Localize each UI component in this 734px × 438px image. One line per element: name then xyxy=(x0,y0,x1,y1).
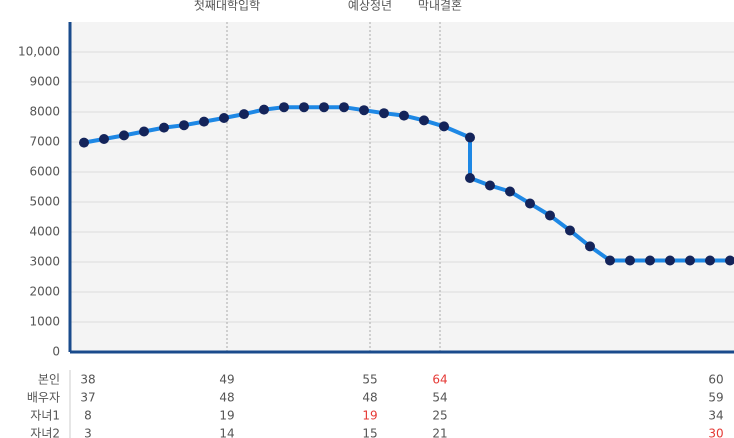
point xyxy=(119,130,129,141)
y-tick-label: 2000 xyxy=(29,285,60,299)
table-cell: 64 xyxy=(432,373,447,387)
point xyxy=(605,255,615,266)
event-label: 첫째대학입학 xyxy=(194,0,260,13)
table-cell: 34 xyxy=(708,409,723,423)
y-tick-label: 10,000 xyxy=(18,45,60,59)
point xyxy=(725,255,734,266)
point xyxy=(79,137,89,148)
table-cell: 21 xyxy=(432,427,447,438)
y-tick-label: 5000 xyxy=(29,195,60,209)
table-cell: 19 xyxy=(362,409,377,423)
point xyxy=(505,186,515,197)
point xyxy=(259,104,269,115)
point xyxy=(465,173,475,183)
point xyxy=(705,255,715,266)
point xyxy=(179,120,189,131)
point xyxy=(219,113,229,123)
point xyxy=(399,110,409,121)
y-tick-label: 9000 xyxy=(29,75,60,89)
table-cell: 59 xyxy=(708,391,723,405)
point xyxy=(525,198,535,209)
row-label: 자녀2 xyxy=(30,427,60,438)
point xyxy=(379,108,389,119)
point xyxy=(625,255,635,266)
table-cell: 48 xyxy=(219,391,234,405)
table-cell: 30 xyxy=(708,427,723,438)
table-cell: 19 xyxy=(219,409,234,423)
table-cell: 54 xyxy=(432,391,447,405)
event-label: 예상정년 xyxy=(348,0,392,13)
point xyxy=(339,102,349,113)
row-label: 본인 xyxy=(38,373,60,387)
point xyxy=(359,105,369,116)
table-cell: 8 xyxy=(84,409,92,423)
point xyxy=(199,116,209,127)
y-tick-label: 6000 xyxy=(29,165,60,179)
table-cell: 48 xyxy=(362,391,377,405)
point xyxy=(239,109,249,120)
line xyxy=(83,105,730,263)
point xyxy=(439,121,449,132)
point xyxy=(485,180,495,191)
event-label: 막내결혼 xyxy=(418,0,462,13)
point xyxy=(319,102,329,113)
plot-area xyxy=(70,22,734,352)
point xyxy=(99,134,109,144)
table-cell: 37 xyxy=(80,391,95,405)
point xyxy=(139,126,149,137)
point xyxy=(419,115,429,126)
table-cell: 38 xyxy=(80,373,95,387)
point xyxy=(279,102,289,113)
point xyxy=(465,132,475,143)
point xyxy=(159,122,169,133)
y-tick-label: 0 xyxy=(52,345,60,359)
point xyxy=(645,255,655,266)
point xyxy=(565,225,575,236)
row-label: 자녀1 xyxy=(30,409,60,423)
table-cell: 3 xyxy=(84,427,92,438)
y-tick-label: 7000 xyxy=(29,135,60,149)
point xyxy=(685,255,695,266)
y-tick-label: 4000 xyxy=(29,225,60,239)
point xyxy=(665,255,675,266)
point xyxy=(545,210,555,221)
point xyxy=(585,241,595,252)
row-label: 배우자 xyxy=(27,391,60,405)
table-cell: 49 xyxy=(219,373,234,387)
table-cell: 14 xyxy=(219,427,234,438)
table-cell: 60 xyxy=(708,373,723,387)
table-cell: 25 xyxy=(432,409,447,423)
point xyxy=(299,102,309,113)
y-tick-label: 1000 xyxy=(29,315,60,329)
table-cell: 55 xyxy=(362,373,377,387)
y-tick-label: 3000 xyxy=(29,255,60,269)
y-tick-label: 8000 xyxy=(29,105,60,119)
table-cell: 15 xyxy=(362,427,377,438)
